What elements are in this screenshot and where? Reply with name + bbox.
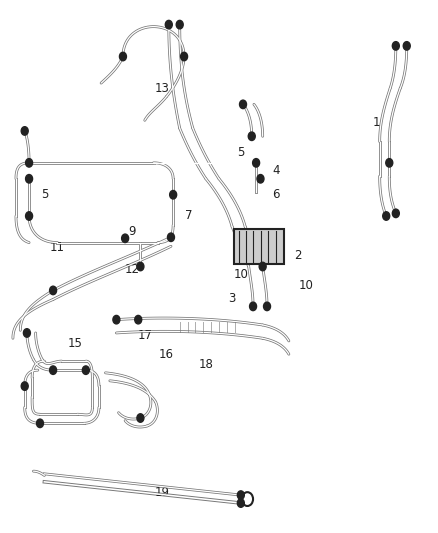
Bar [234,229,285,264]
Circle shape [386,159,393,167]
Text: 19: 19 [155,486,170,499]
Circle shape [49,366,57,374]
Circle shape [122,234,129,243]
Text: 10: 10 [299,279,314,292]
Circle shape [49,286,57,295]
Text: 10: 10 [233,268,248,281]
Text: 6: 6 [272,188,279,201]
Circle shape [264,302,271,311]
Circle shape [259,262,266,271]
Circle shape [403,42,410,50]
Text: 12: 12 [124,263,139,276]
Text: 17: 17 [137,329,152,342]
Circle shape [113,316,120,324]
Text: 4: 4 [272,164,279,177]
Circle shape [167,233,174,241]
Circle shape [250,302,257,311]
Text: 5: 5 [237,146,244,159]
Text: 18: 18 [198,358,213,372]
Circle shape [25,174,32,183]
Circle shape [392,42,399,50]
Circle shape [180,52,187,61]
Text: 8: 8 [254,247,262,260]
Circle shape [21,382,28,390]
Circle shape [120,52,127,61]
Circle shape [82,366,89,374]
Circle shape [25,159,32,167]
Text: 9: 9 [128,225,135,238]
Circle shape [165,20,172,29]
Text: 3: 3 [228,292,236,305]
Circle shape [135,316,142,324]
Circle shape [176,20,183,29]
Circle shape [383,212,390,220]
Circle shape [257,174,264,183]
Text: 13: 13 [155,82,170,95]
Circle shape [237,499,244,507]
Circle shape [392,209,399,217]
Text: 2: 2 [294,249,301,262]
Circle shape [21,127,28,135]
Circle shape [137,414,144,422]
Circle shape [36,419,43,427]
Text: 5: 5 [41,188,48,201]
Circle shape [137,262,144,271]
Text: 15: 15 [67,337,82,350]
Text: 1: 1 [372,117,380,130]
Circle shape [23,329,30,337]
Circle shape [237,491,244,499]
Circle shape [25,212,32,220]
Text: 7: 7 [185,209,192,222]
Circle shape [248,132,255,141]
Circle shape [240,100,247,109]
Text: 16: 16 [159,348,174,361]
Text: 11: 11 [50,241,65,254]
Circle shape [253,159,260,167]
Circle shape [170,190,177,199]
